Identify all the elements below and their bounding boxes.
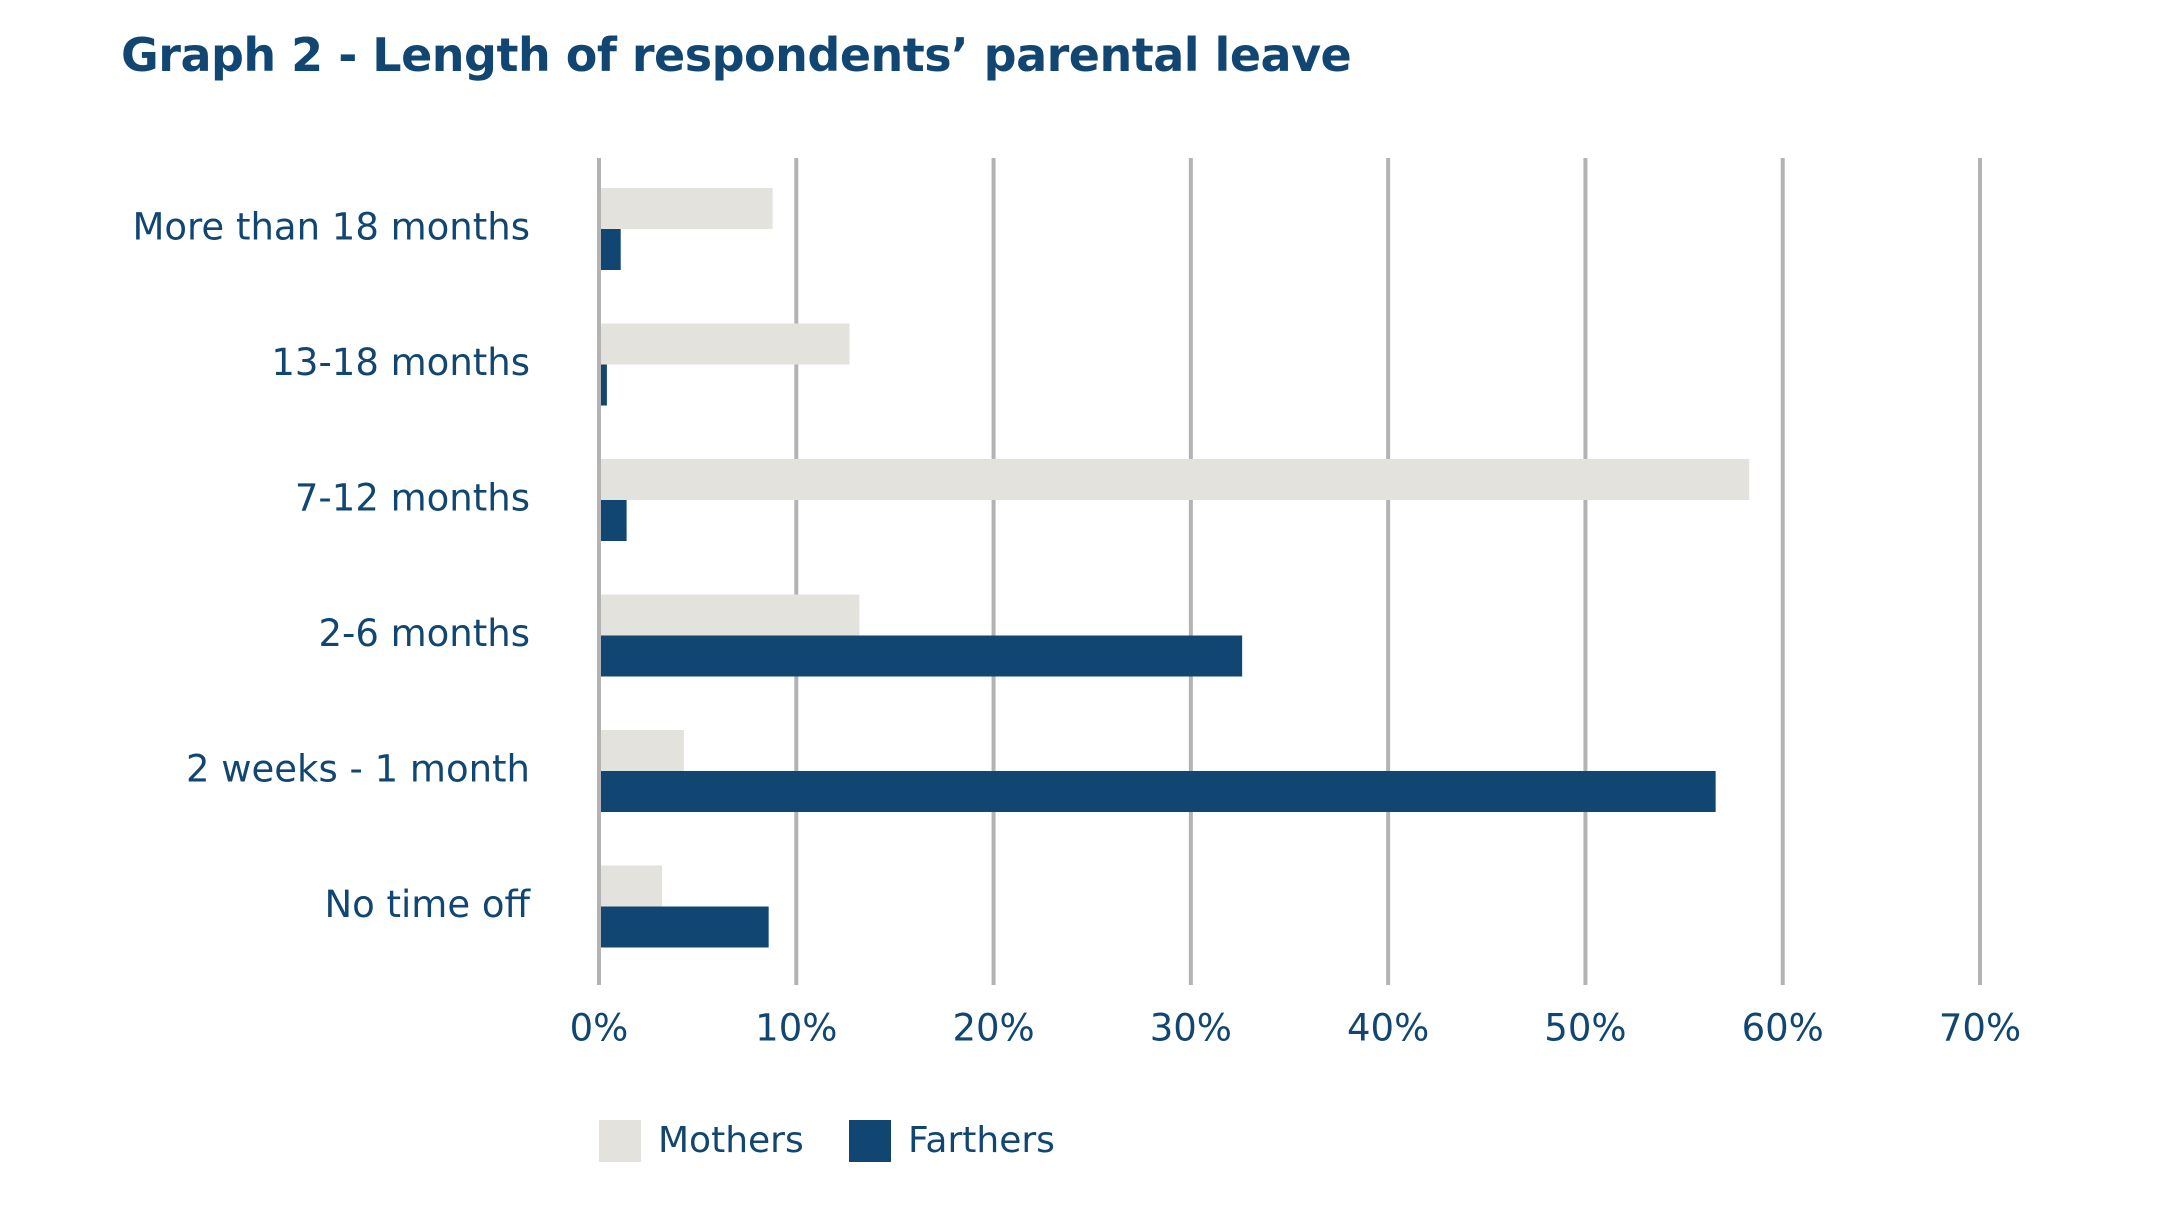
- legend-swatch-farthers: [849, 1120, 891, 1162]
- category-label-more-than-18-months: More than 18 months: [132, 206, 530, 249]
- legend-label-mothers: Mothers: [658, 1120, 804, 1161]
- x-tick-label-20: 20%: [952, 1007, 1034, 1050]
- category-label-7-12-months: 7-12 months: [295, 477, 530, 520]
- bar-mothers-2-weeks-1-month: [599, 730, 684, 771]
- category-label-2-6-months: 2-6 months: [318, 612, 530, 655]
- bar-farthers-2-weeks-1-month: [599, 771, 1716, 812]
- bar-mothers-13-18-months: [599, 323, 850, 365]
- category-labels: More than 18 months 13-18 months 7-12 mont…: [132, 206, 531, 927]
- category-label-13-18-months: 13-18 months: [271, 341, 530, 384]
- x-tick-label-60: 60%: [1742, 1007, 1824, 1050]
- bar-farthers-13-18-months: [599, 364, 607, 406]
- x-tick-label-40: 40%: [1347, 1007, 1429, 1050]
- bar-farthers-7-12-months: [599, 500, 627, 541]
- bar-farthers-more-than-18-months: [599, 229, 621, 270]
- bar-farthers-2-6-months: [599, 635, 1243, 677]
- x-axis-tick-labels: 0% 10% 20% 30% 40% 50% 60% 70%: [570, 1007, 2021, 1050]
- category-label-2-weeks-1-month: 2 weeks - 1 month: [186, 748, 530, 791]
- legend: Mothers Farthers: [599, 1120, 1055, 1162]
- chart-title: Graph 2 - Length of respondents’ parenta…: [121, 28, 1352, 82]
- legend-swatch-mothers: [599, 1120, 641, 1162]
- bar-mothers-2-6-months: [599, 594, 860, 636]
- legend-label-farthers: Farthers: [908, 1120, 1055, 1161]
- x-tick-label-30: 30%: [1150, 1007, 1232, 1050]
- x-tick-label-0: 0%: [570, 1007, 629, 1050]
- x-tick-label-10: 10%: [755, 1007, 837, 1050]
- x-tick-label-70: 70%: [1939, 1007, 2021, 1050]
- category-label-no-time-off: No time off: [324, 883, 531, 926]
- x-tick-label-50: 50%: [1544, 1007, 1626, 1050]
- bar-mothers-more-than-18-months: [599, 188, 773, 229]
- bar-mothers-7-12-months: [599, 459, 1750, 500]
- bars: [597, 158, 1750, 985]
- bar-mothers-no-time-off: [599, 865, 663, 907]
- gridlines: [597, 158, 1982, 985]
- bar-farthers-no-time-off: [599, 906, 769, 948]
